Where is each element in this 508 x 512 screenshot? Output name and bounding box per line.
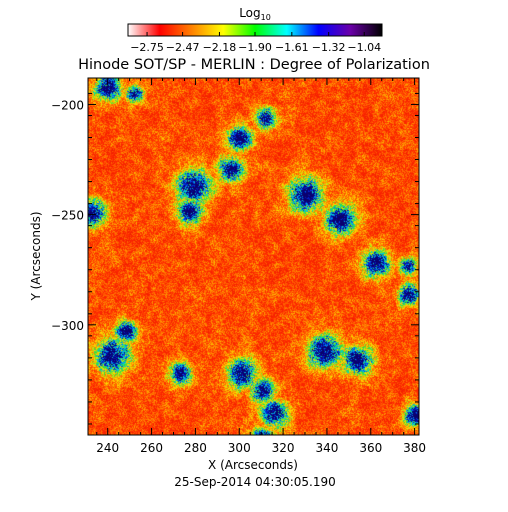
x-tick-label: 260: [140, 441, 163, 455]
y-axis-label: Y (Arcseconds): [29, 211, 43, 301]
colorbar-label-sub: 10: [261, 13, 271, 22]
colorbar-tick-label: −1.04: [347, 41, 381, 54]
x-tick-label: 340: [315, 441, 338, 455]
colorbar-label-base: Log: [239, 6, 260, 20]
x-tick-label: 300: [228, 441, 251, 455]
x-tick-label: 380: [403, 441, 426, 455]
y-tick-label: −300: [51, 319, 84, 333]
chart-title: Hinode SOT/SP - MERLIN : Degree of Polar…: [78, 57, 430, 73]
colorbar-tick-label: −1.90: [238, 41, 272, 54]
heatmap-image: [88, 78, 419, 435]
colorbar-tick-label: −2.75: [130, 41, 164, 54]
y-tick-label: −200: [51, 98, 84, 112]
colorbar-tick-label: −1.32: [312, 41, 346, 54]
colorbar-tick-label: −1.61: [275, 41, 309, 54]
colorbar-tick-label: −2.18: [203, 41, 237, 54]
x-tick-label: 240: [96, 441, 119, 455]
x-axis: 240 260 280 300 320 340 360 380: [96, 78, 426, 455]
y-axis: −200 −250 −300: [51, 92, 419, 425]
x-tick-label: 360: [359, 441, 382, 455]
plot-area: [88, 78, 419, 435]
y-tick-label: −250: [51, 209, 84, 223]
x-axis-label: X (Arcseconds): [208, 458, 298, 472]
x-tick-label: 280: [184, 441, 207, 455]
colorbar-tick-label: −2.47: [166, 41, 200, 54]
timestamp: 25-Sep-2014 04:30:05.190: [174, 475, 336, 489]
plot-frame: [87, 77, 420, 436]
x-tick-label: 320: [272, 441, 295, 455]
colorbar-ticks: −2.75 −2.47 −2.18 −1.90 −1.61 −1.32 −1.04: [130, 32, 381, 54]
colorbar-label: Log10: [239, 6, 271, 22]
